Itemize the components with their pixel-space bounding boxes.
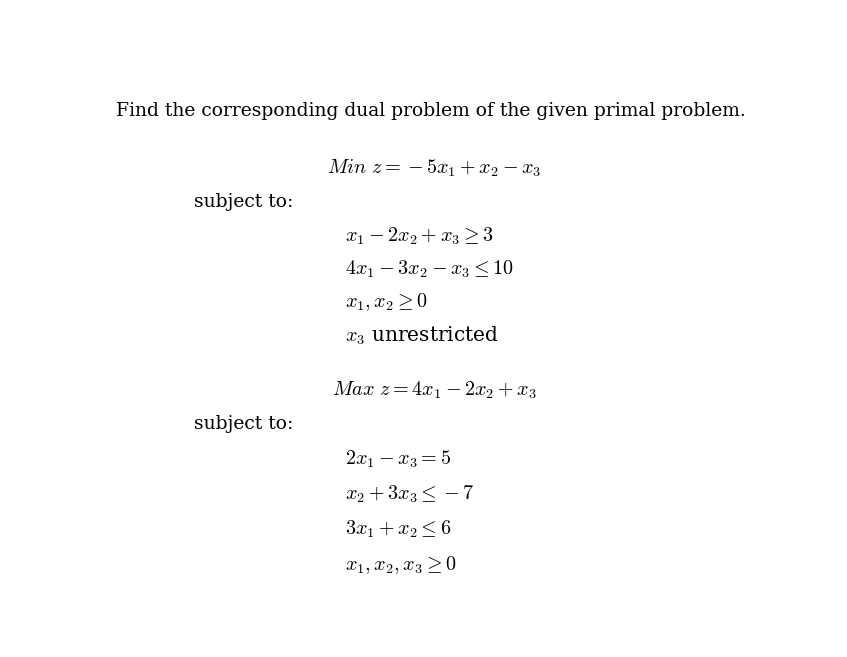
- Text: $2x_1 - x_3 = 5$: $2x_1 - x_3 = 5$: [346, 448, 451, 470]
- Text: $\mathit{Max}\ z = 4x_1 - 2x_2 + x_3$: $\mathit{Max}\ z = 4x_1 - 2x_2 + x_3$: [332, 380, 536, 401]
- Text: subject to:: subject to:: [195, 415, 294, 433]
- Text: $\mathit{Min}\ z = -5x_1 + x_2 - x_3$: $\mathit{Min}\ z = -5x_1 + x_2 - x_3$: [327, 157, 541, 179]
- Text: $x_1, x_2, x_3 \geq 0$: $x_1, x_2, x_3 \geq 0$: [346, 555, 457, 576]
- Text: $3x_1 + x_2 \leq 6$: $3x_1 + x_2 \leq 6$: [346, 519, 452, 541]
- Text: $x_1, x_2 \geq 0$: $x_1, x_2 \geq 0$: [346, 291, 429, 313]
- Text: $x_3$ unrestricted: $x_3$ unrestricted: [346, 324, 499, 347]
- Text: $x_1 - 2x_2 + x_3 \geq 3$: $x_1 - 2x_2 + x_3 \geq 3$: [346, 225, 495, 247]
- Text: $4x_1 - 3x_2 - x_3 \leq 10$: $4x_1 - 3x_2 - x_3 \leq 10$: [346, 258, 515, 280]
- Text: Find the corresponding dual problem of the given primal problem.: Find the corresponding dual problem of t…: [116, 102, 745, 120]
- Text: $x_2 + 3x_3 \leq -7$: $x_2 + 3x_3 \leq -7$: [346, 484, 475, 505]
- Text: subject to:: subject to:: [195, 193, 294, 211]
